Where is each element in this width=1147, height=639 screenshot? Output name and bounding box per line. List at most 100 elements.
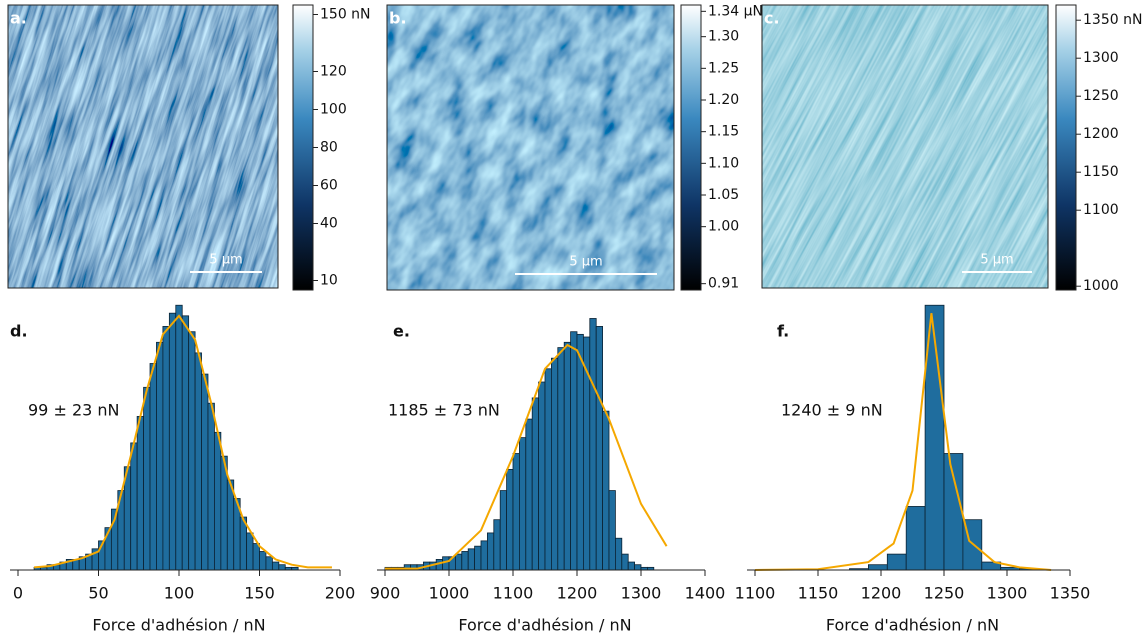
bar (621, 553, 629, 571)
fit-curve (34, 314, 332, 569)
bar (252, 543, 260, 571)
bar (162, 326, 170, 571)
bar (442, 556, 450, 571)
bar (188, 331, 196, 571)
bar (265, 556, 273, 571)
colorbar-tick-label: 1.05 (708, 187, 739, 203)
x-tick-label: 1250 (924, 584, 965, 603)
bar (130, 442, 138, 571)
x-tick-label: 1300 (987, 584, 1028, 603)
colorbar-tick-label: 150 nN (320, 7, 371, 23)
bar (143, 386, 151, 571)
bar (278, 564, 286, 571)
panel-label: a. (10, 9, 27, 28)
image-frame (761, 4, 1049, 289)
colorbar-gradient (292, 4, 314, 291)
scale-bar-label: 5 µm (980, 253, 1013, 268)
x-tick-label: 0 (13, 584, 23, 603)
scale-bar-label: 5 µm (569, 255, 602, 270)
bar (589, 318, 597, 571)
bar (905, 506, 926, 571)
x-tick-label: 100 (164, 584, 195, 603)
bar (615, 537, 623, 571)
bar (474, 545, 482, 571)
bar (943, 453, 964, 571)
panel-label: f. (777, 322, 789, 341)
x-tick-label: 200 (325, 584, 356, 603)
colorbar: 150 nN 120 100 80 60 40 10 (292, 4, 371, 291)
bar (123, 466, 132, 571)
bar (149, 363, 157, 571)
bar (201, 373, 209, 571)
panel-label: b. (389, 9, 407, 28)
bar (512, 453, 520, 571)
x-tick-label: 1300 (621, 584, 662, 603)
colorbar-tick-label: 80 (320, 140, 338, 156)
afm-image (387, 5, 674, 290)
colorbar-tick-label: 1350 nN (1083, 12, 1142, 28)
bar (194, 352, 202, 571)
bar (634, 564, 642, 571)
x-tick-label: 1100 (735, 584, 776, 603)
colorbar-tick-label: 1.25 (708, 60, 739, 76)
bar (525, 418, 533, 571)
colorbar-tick-label: 1.20 (708, 92, 739, 108)
scale-bar-label: 5 µm (209, 253, 242, 268)
colorbar-tick-label: 1200 (1083, 126, 1119, 142)
x-tick-label: 1400 (685, 584, 726, 603)
bar (538, 381, 546, 571)
panel-label: e. (393, 322, 410, 341)
colorbar-tick-label: 1150 (1083, 164, 1119, 180)
bar (595, 326, 604, 571)
bar (156, 341, 164, 571)
x-tick-label: 1150 (798, 584, 839, 603)
bar (226, 479, 235, 571)
colorbar-tick-label: 1.10 (708, 155, 739, 171)
x-tick-label: 1350 (1050, 584, 1091, 603)
x-axis-label: Force d'adhésion / nN (458, 616, 631, 635)
bar (259, 551, 267, 571)
bar (175, 304, 183, 571)
image-frame (7, 4, 279, 289)
x-axis-label: Force d'adhésion / nN (92, 616, 265, 635)
bar (576, 333, 584, 571)
colorbar-tick-label: 0.91 (708, 276, 739, 292)
x-tick-label: 900 (370, 584, 401, 603)
bar (454, 553, 463, 571)
x-tick-label: 1200 (861, 584, 902, 603)
fit-curve (754, 313, 1052, 571)
colorbar-tick-label: 1.15 (708, 124, 739, 140)
colorbar-gradient (1055, 4, 1077, 291)
colorbar-tick-label: 40 (320, 216, 338, 232)
afm-image (762, 5, 1048, 288)
bar (570, 331, 578, 571)
bar (136, 416, 144, 571)
fit-curve (385, 343, 668, 570)
x-tick-label: 150 (244, 584, 275, 603)
colorbar-tick-label: 1.30 (708, 29, 739, 45)
bar (886, 553, 907, 571)
panel-label: c. (764, 9, 780, 28)
bar (551, 357, 559, 571)
bar (207, 402, 215, 571)
bar (506, 468, 514, 571)
bar (868, 564, 888, 571)
x-tick-label: 1100 (493, 584, 534, 603)
bar (271, 561, 280, 571)
bar (557, 347, 565, 571)
bar (181, 315, 190, 571)
bar (499, 490, 508, 571)
colorbar-tick-label: 1250 (1083, 88, 1119, 104)
x-tick-label: 1200 (557, 584, 598, 603)
bar (246, 532, 254, 571)
colorbar-tick-label: 1.00 (708, 219, 739, 235)
colorbar-tick-label: 120 (320, 64, 347, 80)
bar (214, 431, 222, 571)
colorbar-tick-label: 10 (320, 273, 338, 289)
colorbar-tick-label: 1000 (1083, 278, 1119, 294)
bar (627, 561, 636, 571)
bar (563, 341, 572, 571)
bar (608, 490, 616, 571)
bar (544, 368, 552, 571)
